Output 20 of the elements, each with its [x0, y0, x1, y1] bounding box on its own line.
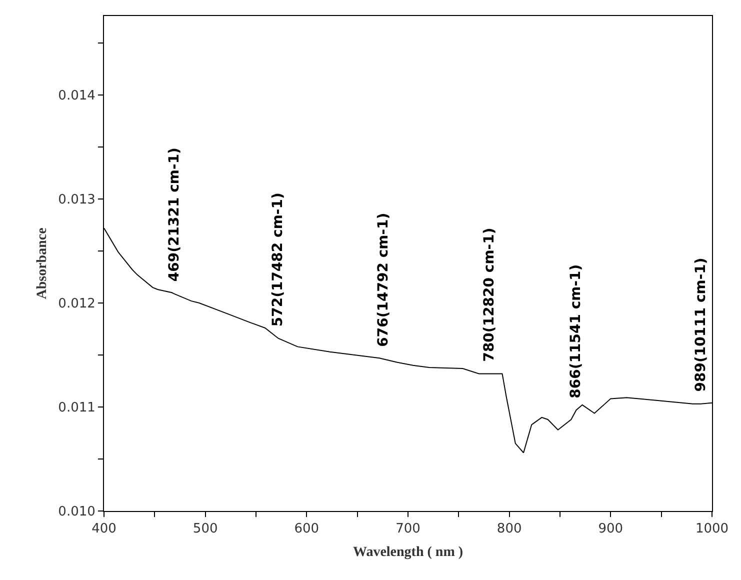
annotation: 676(14792 cm-1): [376, 212, 392, 347]
y-tick-label: 0.014: [58, 88, 96, 104]
x-tick-label: 800: [496, 522, 522, 537]
x-tick-label: 400: [92, 522, 116, 537]
x-tick-label: 500: [192, 522, 218, 537]
x-tick-label: 700: [396, 522, 420, 537]
annotation: 989(10111 cm-1): [692, 258, 709, 392]
annotation: 866(11541 cm-1): [568, 264, 584, 398]
y-axis-title: Absorbance: [34, 228, 50, 300]
y-tick-label: 0.012: [58, 296, 96, 312]
x-tick-label: 600: [294, 522, 320, 537]
annotation: 572(17482 cm-1): [270, 192, 286, 327]
y-tick-label: 0.013: [58, 192, 96, 208]
y-tick-label: 0.010: [58, 504, 96, 520]
y-tick-label: 0.011: [58, 400, 96, 416]
x-tick-label: 900: [598, 522, 624, 537]
x-tick-label: 1000: [695, 522, 729, 537]
annotation: 469(21321 cm-1): [166, 148, 182, 282]
annotation: 780(12820 cm-1): [481, 228, 498, 362]
x-axis-title: Wavelength ( nm ): [352, 544, 464, 560]
